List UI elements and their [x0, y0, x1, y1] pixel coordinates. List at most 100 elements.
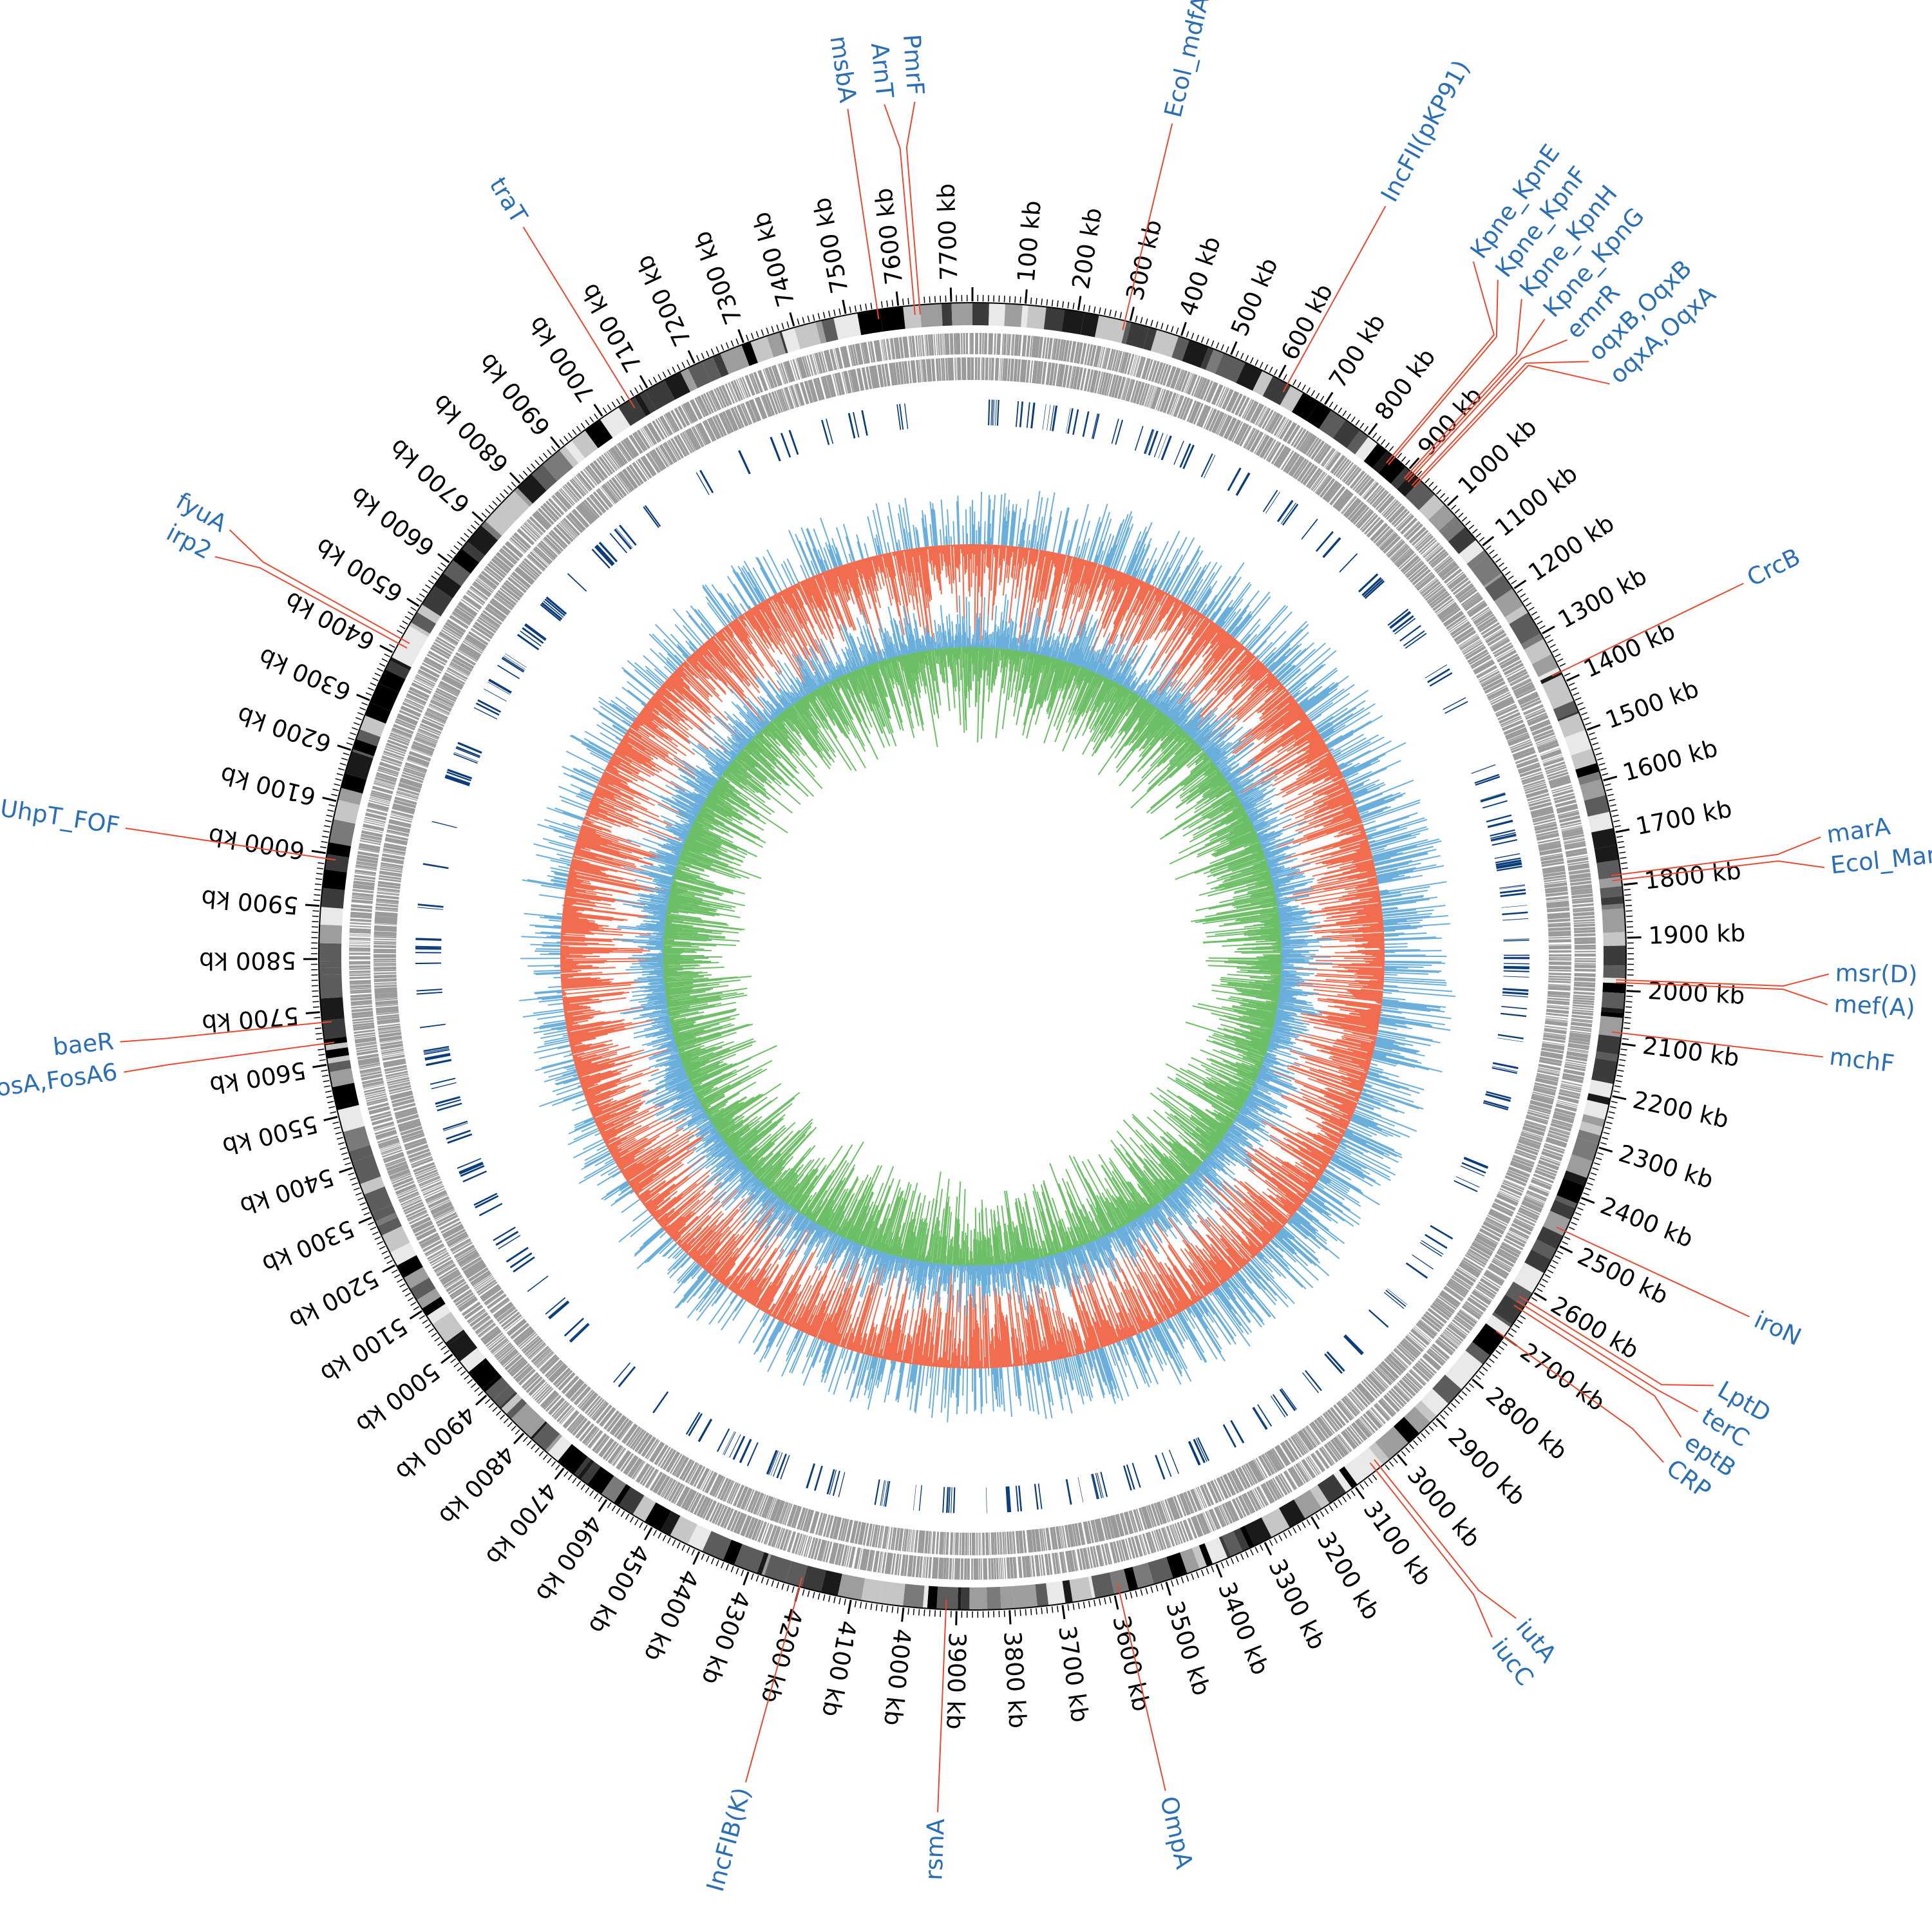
cds-feature — [1561, 826, 1583, 832]
cds-feature — [961, 357, 964, 381]
cds-feature — [996, 1532, 1000, 1555]
cds-feature — [761, 1522, 770, 1544]
cds-feature — [1379, 1399, 1396, 1416]
cds-feature — [1564, 844, 1586, 850]
cds-feature — [1104, 1543, 1111, 1565]
cds-feature — [1231, 393, 1243, 414]
ideogram-band — [1563, 1170, 1587, 1186]
cds-feature — [1324, 450, 1338, 468]
cds-feature — [1424, 1352, 1442, 1369]
cds-feature — [568, 1415, 584, 1433]
cds-feature — [838, 1544, 844, 1566]
cds-feature — [613, 1448, 627, 1466]
ideogram-band — [352, 739, 377, 757]
ideogram-band — [1240, 1526, 1255, 1549]
cds-feature — [1176, 370, 1185, 390]
cds-feature — [1466, 1297, 1486, 1312]
resistance-block — [1480, 792, 1505, 800]
ideogram-band — [1494, 588, 1524, 618]
ideogram-band — [720, 345, 750, 374]
ideogram-band — [1262, 375, 1291, 406]
cds-feature — [1544, 761, 1566, 770]
ideogram-band — [1557, 710, 1580, 722]
cds-feature — [1518, 692, 1539, 704]
cds-feature — [1504, 663, 1524, 676]
cds-feature — [1148, 360, 1155, 381]
cds-feature — [1362, 1413, 1379, 1432]
ideogram-band — [1166, 1552, 1188, 1578]
cds-feature — [1326, 451, 1341, 471]
cds-feature — [1168, 366, 1177, 388]
cds-feature — [940, 1557, 944, 1579]
cds-feature — [989, 357, 990, 381]
cds-feature — [1293, 1464, 1306, 1484]
cds-feature — [1388, 506, 1406, 524]
ideogram-band — [319, 943, 342, 961]
resistance-block — [1482, 800, 1508, 809]
cds-feature — [1340, 1431, 1356, 1450]
cds-feature — [1441, 565, 1460, 581]
cds-feature — [1262, 409, 1274, 430]
cds-feature — [1573, 994, 1595, 998]
cds-feature — [1203, 380, 1213, 401]
cds-feature — [351, 1005, 373, 1009]
cds-feature — [1020, 1556, 1023, 1578]
ideogram-band — [1142, 327, 1157, 351]
cds-feature — [1227, 392, 1240, 413]
cds-feature — [945, 357, 949, 381]
resistance-block — [770, 437, 781, 462]
cds-feature — [864, 1549, 870, 1571]
ideogram-band — [1600, 886, 1624, 898]
cds-feature — [1563, 1069, 1585, 1076]
cds-feature — [1542, 1151, 1563, 1159]
ideogram-band — [1579, 1121, 1604, 1136]
ideogram-band — [857, 309, 883, 336]
cds-feature — [1448, 574, 1467, 590]
resistance-block — [417, 904, 444, 908]
cds-feature — [1101, 1544, 1108, 1566]
ideogram-band — [378, 669, 406, 693]
cds-feature — [797, 1534, 804, 1555]
cds-feature — [1574, 940, 1596, 945]
cds-feature — [1112, 350, 1119, 372]
cds-feature — [374, 989, 397, 994]
cds-feature — [1573, 997, 1595, 1001]
resistance-block — [431, 820, 457, 828]
ideogram-band — [333, 799, 360, 824]
cds-feature — [1573, 987, 1595, 992]
ideogram-band — [1368, 1442, 1390, 1465]
cds-feature — [1207, 1510, 1217, 1531]
cds-feature — [1344, 1428, 1359, 1447]
resistance-block — [1419, 1242, 1443, 1257]
cds-feature — [1041, 1554, 1046, 1576]
cds-feature — [1277, 1474, 1291, 1494]
cds-feature — [349, 970, 371, 973]
ideogram-band — [660, 1511, 681, 1536]
cds-feature — [556, 1405, 573, 1423]
cds-feature — [1557, 1101, 1578, 1108]
ideogram-band — [927, 1586, 938, 1609]
cds-feature — [1247, 401, 1259, 422]
cds-feature — [1256, 406, 1267, 426]
resistance-block — [1339, 553, 1358, 573]
cds-feature — [1540, 747, 1560, 755]
resistance-block — [416, 989, 442, 992]
ideogram-band — [363, 1186, 392, 1213]
cds-feature — [1511, 1223, 1531, 1235]
ideogram-band — [574, 1456, 591, 1477]
ideogram-band — [1027, 305, 1046, 330]
resistance-block — [1502, 911, 1528, 916]
ideogram-band — [341, 773, 367, 794]
cds-feature — [997, 333, 1001, 355]
cds-feature — [542, 1392, 558, 1409]
cds-feature — [611, 1446, 624, 1465]
cds-feature — [1572, 1007, 1594, 1010]
cds-feature — [1515, 688, 1537, 699]
cds-feature — [800, 1535, 808, 1557]
ideogram-band — [1171, 336, 1190, 361]
cds-feature — [374, 936, 397, 939]
resistance-block — [918, 1485, 922, 1511]
resistance-block — [1501, 905, 1528, 908]
resistance-block — [988, 399, 990, 426]
cds-feature — [1538, 743, 1560, 753]
